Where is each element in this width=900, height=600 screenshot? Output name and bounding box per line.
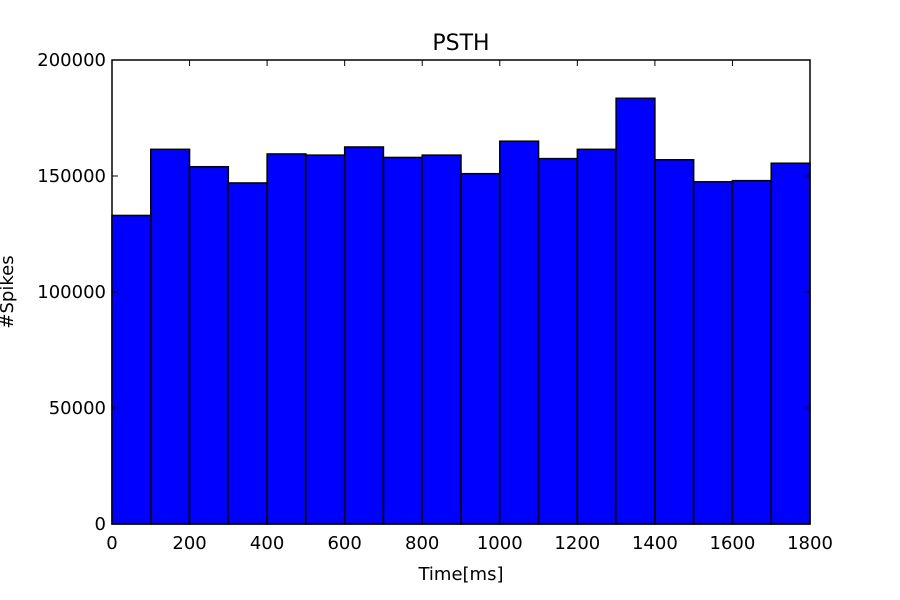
y-tick-label: 0	[95, 514, 106, 535]
histogram-bar	[188, 165, 230, 525]
plot-frame	[111, 59, 811, 525]
x-tick-label: 800	[405, 533, 439, 554]
y-tick-label: 200000	[37, 50, 106, 71]
histogram-bar	[343, 146, 385, 525]
histogram-bars	[111, 97, 811, 525]
histogram-bar	[266, 153, 307, 525]
histogram-bar	[654, 159, 695, 525]
histogram-bar	[460, 172, 501, 525]
histogram-bar	[537, 157, 579, 525]
x-tick-label: 1200	[554, 533, 600, 554]
y-tick-label: 100000	[37, 282, 106, 303]
histogram-bar	[305, 154, 346, 525]
x-tick-label: 1800	[787, 533, 833, 554]
y-tick-label: 50000	[49, 398, 106, 419]
histogram-bar	[111, 214, 152, 525]
y-tick-labels: 0 50000 100000 150000 200000	[37, 50, 106, 535]
x-tick-label: 600	[327, 533, 361, 554]
histogram-bar	[227, 182, 268, 525]
histogram-bar	[150, 148, 191, 525]
histogram-bar	[421, 154, 462, 525]
y-tick-label: 150000	[37, 166, 106, 187]
histogram-bar	[615, 97, 656, 525]
x-tick-label: 0	[106, 533, 117, 554]
histogram-bar	[770, 162, 811, 525]
histogram-bar	[692, 181, 734, 525]
x-axis-label: Time[ms]	[417, 564, 503, 585]
y-axis-label: #Spikes	[0, 255, 18, 328]
x-tick-labels: 0 200 400 600 800 1000 1200 1400 1600 1800	[106, 533, 833, 554]
histogram-bar	[731, 179, 772, 525]
x-tick-label: 1000	[477, 533, 523, 554]
x-tick-label: 400	[250, 533, 284, 554]
x-tick-label: 1400	[632, 533, 678, 554]
histogram-bar	[382, 156, 423, 525]
histogram-bar	[576, 148, 617, 525]
chart-title: PSTH	[432, 31, 489, 56]
histogram-bar	[499, 140, 540, 525]
x-tick-label: 200	[172, 533, 206, 554]
x-tick-label: 1600	[710, 533, 756, 554]
